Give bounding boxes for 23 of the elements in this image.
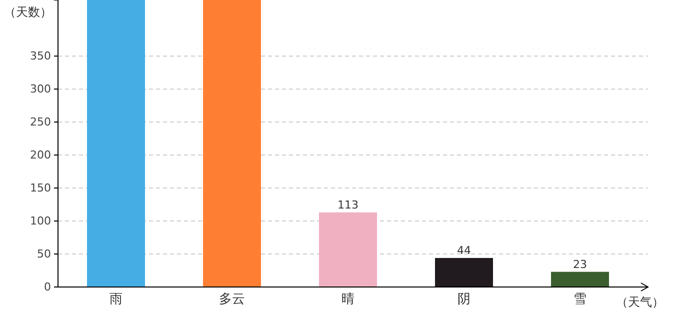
bar <box>435 258 493 287</box>
y-tick-label: 50 <box>37 248 51 261</box>
x-tick-label: 晴 <box>342 292 354 307</box>
y-tick-label: 0 <box>44 280 51 294</box>
bar <box>319 212 377 287</box>
y-tick-label: 100 <box>30 214 51 228</box>
y-tick-label: 300 <box>30 82 51 96</box>
data-label: 113 <box>338 198 358 212</box>
x-tick-label: 阴 <box>458 292 470 307</box>
y-axis-title: （天数） <box>4 5 52 19</box>
data-label: 44 <box>457 244 471 257</box>
y-tick-label: 250 <box>30 116 51 129</box>
x-axis-title: （天气） <box>616 295 664 309</box>
bar <box>203 0 261 287</box>
x-tick-label: 多云 <box>219 292 245 307</box>
bar <box>551 272 609 287</box>
x-tick-label: 雨 <box>110 292 122 307</box>
y-tick-label: 350 <box>30 50 51 63</box>
bar <box>87 0 145 287</box>
x-tick-label: 雪 <box>574 292 586 307</box>
y-tick-label: 200 <box>30 148 51 162</box>
data-label: 23 <box>573 258 587 271</box>
y-tick-label: 150 <box>30 182 51 195</box>
